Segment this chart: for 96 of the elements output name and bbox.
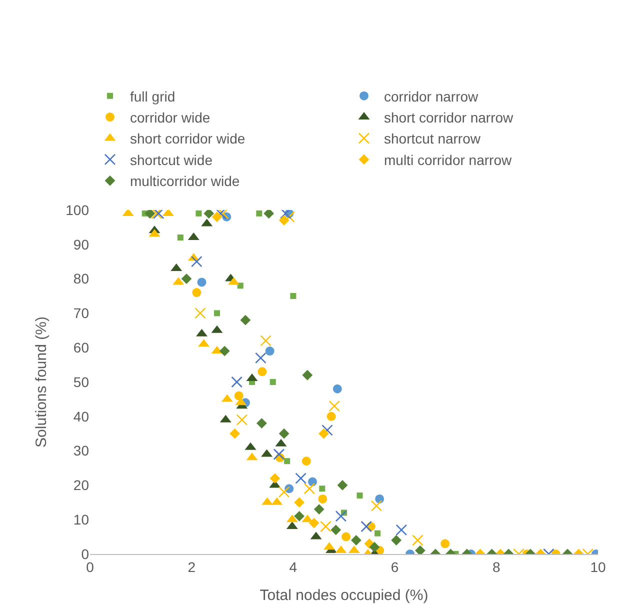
y-tick-label: 90: [73, 236, 90, 252]
point: [240, 314, 251, 326]
point: [177, 234, 184, 241]
point: [273, 448, 285, 460]
point: [320, 520, 332, 532]
x-axis-title: Total nodes occupied (%): [260, 586, 428, 604]
point: [375, 494, 384, 504]
legend-label: multi corridor narrow: [384, 152, 512, 168]
point: [319, 486, 326, 492]
point: [294, 497, 304, 508]
point: [440, 539, 450, 548]
y-tick-label: 70: [73, 305, 90, 322]
point: [318, 428, 329, 439]
point: [191, 256, 202, 268]
point: [219, 346, 230, 356]
x-tick-label: 10: [590, 558, 606, 575]
y-tick-label: 60: [73, 340, 90, 356]
point: [360, 520, 372, 532]
point: [304, 482, 316, 494]
point: [214, 210, 226, 220]
legend-label: multicorridor wide: [130, 173, 240, 190]
point: [369, 542, 380, 552]
point: [196, 210, 202, 216]
legend-label: full grid: [130, 88, 176, 104]
point: [415, 545, 426, 554]
point: [265, 346, 274, 356]
point: [278, 486, 290, 498]
y-tick-label: 80: [73, 270, 90, 287]
point: [258, 367, 267, 376]
point: [256, 210, 262, 216]
point: [328, 400, 340, 412]
legend-label: corridor wide: [130, 110, 210, 126]
x-tick-label: 4: [289, 558, 298, 575]
point: [204, 210, 214, 219]
point: [314, 504, 324, 514]
point: [302, 370, 313, 380]
point: [342, 532, 351, 542]
point: [278, 215, 290, 226]
y-tick-label: 50: [73, 374, 90, 390]
point: [330, 524, 342, 536]
point: [237, 282, 244, 289]
y-axis-title: Solutions found (%): [32, 316, 50, 448]
point: [284, 458, 290, 464]
point: [264, 210, 274, 219]
point: [194, 308, 206, 319]
point: [326, 412, 336, 421]
y-tick-label: 40: [73, 408, 90, 424]
point: [308, 477, 317, 486]
legend-label: short corridor wide: [130, 130, 246, 147]
point: [230, 428, 240, 439]
x-tick-label: 2: [188, 558, 196, 575]
point: [197, 278, 206, 287]
point: [231, 376, 242, 388]
point: [278, 428, 290, 439]
point: [256, 418, 267, 428]
point: [337, 480, 348, 490]
point: [374, 530, 381, 536]
point: [412, 534, 424, 546]
point: [302, 456, 311, 466]
point: [236, 414, 248, 426]
point: [335, 510, 347, 522]
point: [332, 384, 342, 394]
legend-label: shortcut narrow: [384, 130, 482, 147]
legend-label: shortcut wide: [130, 152, 213, 168]
point: [270, 379, 276, 385]
x-tick-label: 6: [390, 558, 399, 575]
point: [144, 210, 156, 219]
point: [294, 510, 304, 522]
point: [356, 492, 363, 499]
y-tick-label: 100: [66, 202, 90, 218]
point: [308, 518, 320, 528]
legend-label: short corridor narrow: [384, 110, 514, 126]
y-tick-label: 20: [73, 477, 90, 494]
point: [214, 310, 220, 316]
point: [318, 494, 328, 504]
point: [212, 212, 222, 222]
point: [350, 535, 362, 546]
point: [270, 473, 280, 484]
point: [255, 352, 266, 364]
y-tick-label: 30: [73, 442, 90, 459]
point: [370, 500, 382, 512]
point: [217, 210, 229, 220]
y-tick-label: 0: [81, 546, 90, 562]
point: [192, 288, 202, 298]
point: [391, 535, 402, 546]
point: [260, 335, 272, 346]
point: [396, 524, 408, 536]
point: [290, 293, 296, 299]
y-tick-label: 10: [73, 512, 90, 528]
legend-label: corridor narrow: [384, 88, 480, 104]
point: [322, 424, 333, 436]
point: [181, 274, 192, 284]
point: [295, 472, 306, 484]
point: [234, 391, 244, 400]
point: [280, 210, 292, 220]
x-tick-label: 8: [492, 558, 500, 575]
